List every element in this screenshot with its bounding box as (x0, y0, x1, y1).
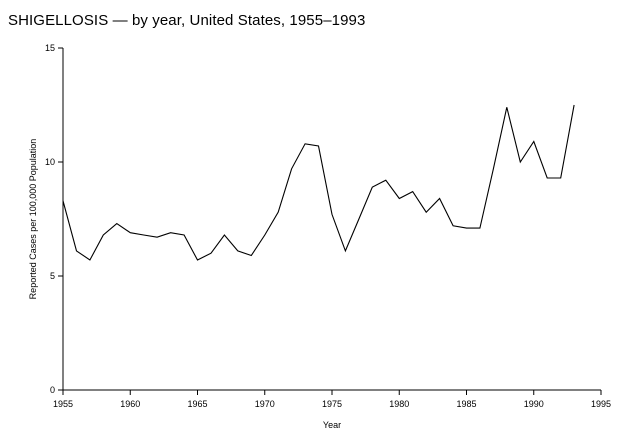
x-tick-label: 1980 (389, 399, 409, 409)
axes (58, 47, 602, 395)
x-tick-label: 1955 (53, 399, 73, 409)
x-tick-label: 1995 (591, 399, 611, 409)
y-tick-label: 10 (45, 157, 55, 167)
y-tick-label: 5 (50, 271, 55, 281)
y-tick-label: 0 (50, 385, 55, 395)
x-tick-label: 1975 (322, 399, 342, 409)
x-tick-label: 1960 (120, 399, 140, 409)
tick-labels: 0 5 10 15 1955 1960 1965 1970 1975 1980 1985 1990 19… (45, 43, 611, 409)
chart-title: SHIGELLOSIS — by year, United States, 19… (8, 12, 366, 29)
y-axis-label: Reported Cases per 100,000 Population (28, 139, 38, 300)
x-tick-label: 1990 (524, 399, 544, 409)
series-line (62, 104, 575, 261)
x-tick-label: 1985 (456, 399, 476, 409)
x-tick-label: 1970 (255, 399, 275, 409)
x-tick-label: 1965 (187, 399, 207, 409)
x-axis-label: Year (323, 420, 341, 430)
series-layer (62, 104, 575, 261)
y-tick-label: 15 (45, 43, 55, 53)
